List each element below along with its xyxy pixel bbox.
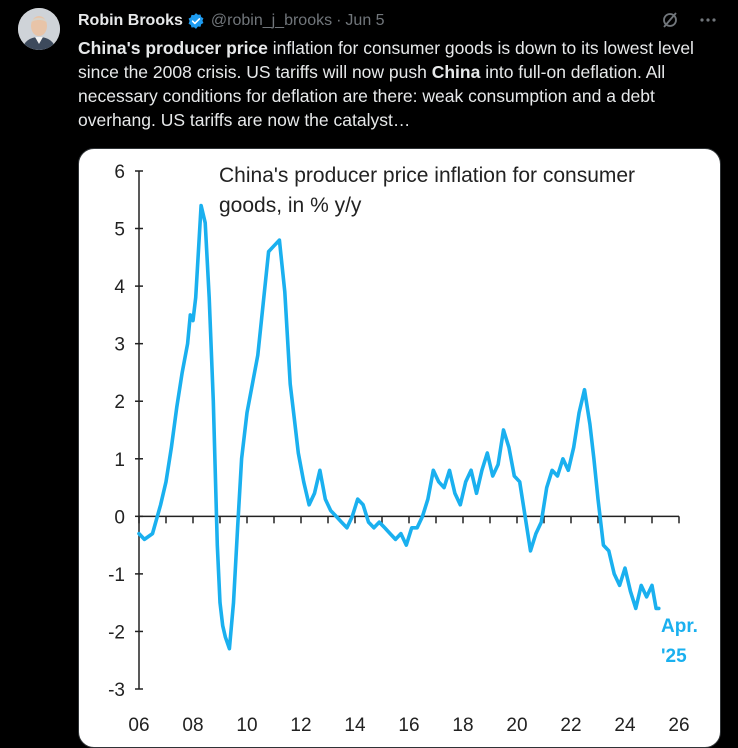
author-name[interactable]: Robin Brooks bbox=[78, 12, 183, 29]
verified-badge-icon bbox=[187, 12, 205, 30]
x-tick-label: 16 bbox=[398, 715, 419, 736]
y-tick-label: 4 bbox=[114, 277, 125, 298]
text-part-2: inflation for consumer goods is down to … bbox=[78, 38, 694, 82]
y-tick-label: -2 bbox=[108, 622, 125, 643]
separator: · bbox=[336, 12, 342, 29]
y-tick-label: 6 bbox=[114, 162, 125, 183]
y-tick-label: -3 bbox=[108, 680, 125, 701]
y-tick-label: 2 bbox=[114, 392, 125, 413]
x-tick-label: 10 bbox=[236, 715, 257, 736]
x-tick-label: 12 bbox=[290, 715, 311, 736]
x-tick-label: 22 bbox=[560, 715, 581, 736]
x-tick-label: 20 bbox=[506, 715, 527, 736]
chart-title-line-2: goods, in % y/y bbox=[219, 194, 362, 217]
grok-icon[interactable] bbox=[660, 10, 680, 35]
x-tick-label: 08 bbox=[182, 715, 203, 736]
post-date[interactable]: Jun 5 bbox=[345, 12, 385, 29]
text-bold-1: China's producer price bbox=[78, 38, 268, 58]
text-part-4: into full-on deflation. All necessary co… bbox=[78, 62, 666, 130]
y-tick-label: -1 bbox=[108, 565, 125, 586]
author-handle[interactable]: @robin_j_brooks bbox=[210, 12, 333, 29]
annotation-line-1: Apr. bbox=[661, 616, 698, 637]
chart-image[interactable]: 6 5 4 3 2 1 0 -1 -2 -3 06 08 10 12 14 16 18 20 22 24 26 Chin… bbox=[78, 148, 721, 748]
chart-title-line-1: China's producer price inflation for con… bbox=[219, 164, 635, 187]
x-tick-label: 24 bbox=[614, 715, 636, 736]
y-tick-label: 0 bbox=[114, 507, 125, 528]
series-line bbox=[137, 203, 661, 651]
x-tick-label: 26 bbox=[668, 715, 689, 736]
y-tick-label: 3 bbox=[114, 335, 125, 356]
y-tick-label: 1 bbox=[114, 450, 125, 471]
avatar[interactable] bbox=[18, 8, 60, 50]
x-tick-label: 06 bbox=[128, 715, 149, 736]
annotation-line-2: '25 bbox=[661, 646, 687, 667]
x-tick-label: 14 bbox=[344, 715, 366, 736]
tweet-header: Robin Brooks @robin_j_brooks · Jun 5 bbox=[78, 10, 718, 32]
more-icon[interactable] bbox=[698, 10, 718, 35]
tweet-text: China's producer price inflation for con… bbox=[78, 36, 718, 132]
y-tick-label: 5 bbox=[114, 220, 125, 241]
x-tick-label: 18 bbox=[452, 715, 473, 736]
text-bold-3: China bbox=[431, 62, 481, 82]
